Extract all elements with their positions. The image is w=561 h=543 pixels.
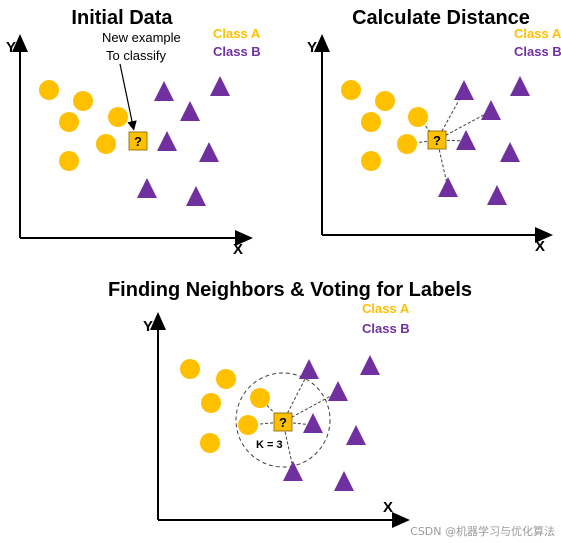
class-b-point bbox=[454, 80, 474, 100]
panel-title: Initial Data bbox=[71, 7, 173, 29]
x-axis-label: X bbox=[535, 238, 545, 255]
legend-class-b: Class B bbox=[213, 44, 261, 59]
class-b-point bbox=[328, 381, 348, 401]
class-b-point bbox=[360, 355, 380, 375]
class-a-point bbox=[361, 112, 381, 132]
y-axis-label: Y bbox=[6, 39, 16, 56]
k-value-label: K = 3 bbox=[256, 439, 283, 451]
k-neighborhood-circle bbox=[235, 372, 331, 468]
legend-class-a: Class A bbox=[213, 26, 261, 41]
class-a-point bbox=[200, 433, 220, 453]
distance-lines bbox=[406, 90, 492, 189]
class-a-point bbox=[238, 415, 258, 435]
class-b-point bbox=[186, 186, 206, 206]
class-b-point bbox=[346, 425, 366, 445]
class-b-point bbox=[481, 100, 501, 120]
class-b-point bbox=[199, 142, 219, 162]
query-point bbox=[427, 130, 447, 150]
panel-initial-data: Initial Data Class A Class B Y X New exa… bbox=[6, 7, 261, 258]
legend-class-a: Class A bbox=[362, 301, 410, 316]
y-axis-label: Y bbox=[307, 39, 317, 56]
class-b-point bbox=[180, 101, 200, 121]
legend-class-a: Class A bbox=[514, 26, 561, 41]
panel-finding-neighbors: Finding Neighbors & Voting for Labels Cl… bbox=[108, 279, 472, 528]
class-b-point bbox=[500, 142, 520, 162]
class-a-point bbox=[397, 134, 417, 154]
watermark: CSDN @机器学习与优化算法 bbox=[410, 525, 555, 538]
class-a-point bbox=[96, 134, 116, 154]
class-b-point bbox=[210, 76, 230, 96]
legend-class-b: Class B bbox=[514, 44, 561, 59]
class-a-point bbox=[59, 151, 79, 171]
class-b-point bbox=[299, 359, 319, 379]
class-b-point bbox=[334, 471, 354, 491]
class-a-point bbox=[201, 393, 221, 413]
class-a-point bbox=[39, 80, 59, 100]
distance-lines bbox=[247, 370, 339, 469]
query-point bbox=[128, 131, 148, 151]
class-a-point bbox=[361, 151, 381, 171]
query-point bbox=[273, 412, 293, 432]
class-a-point bbox=[250, 388, 270, 408]
annotation-arrow bbox=[119, 63, 137, 131]
y-axis-label: Y bbox=[143, 318, 153, 335]
class-a-point bbox=[73, 91, 93, 111]
class-a-point bbox=[108, 107, 128, 127]
x-axis-label: X bbox=[383, 499, 393, 516]
query-label: ? bbox=[433, 133, 441, 148]
class-b-point bbox=[137, 178, 157, 198]
class-b-point bbox=[487, 185, 507, 205]
panel-title: Finding Neighbors & Voting for Labels bbox=[108, 279, 472, 301]
class-a-point bbox=[375, 91, 395, 111]
query-label: ? bbox=[134, 134, 142, 149]
panel-calculate-distance: Calculate Distance Class A Class B Y X bbox=[307, 7, 561, 255]
annotation-line-2: To classify bbox=[106, 48, 166, 63]
query-label: ? bbox=[279, 415, 287, 430]
x-axis-label: X bbox=[233, 241, 243, 258]
legend-class-b: Class B bbox=[362, 321, 410, 336]
class-b-point bbox=[154, 81, 174, 101]
class-a-point bbox=[408, 107, 428, 127]
class-b-point bbox=[510, 76, 530, 96]
panel-title: Calculate Distance bbox=[352, 7, 530, 29]
class-a-point bbox=[180, 359, 200, 379]
class-a-point bbox=[341, 80, 361, 100]
class-b-point bbox=[303, 413, 323, 433]
class-b-point bbox=[438, 177, 458, 197]
class-b-point bbox=[283, 461, 303, 481]
class-a-point bbox=[216, 369, 236, 389]
class-b-point bbox=[157, 131, 177, 151]
class-a-point bbox=[59, 112, 79, 132]
class-b-point bbox=[456, 130, 476, 150]
annotation-line-1: New example bbox=[102, 30, 181, 45]
